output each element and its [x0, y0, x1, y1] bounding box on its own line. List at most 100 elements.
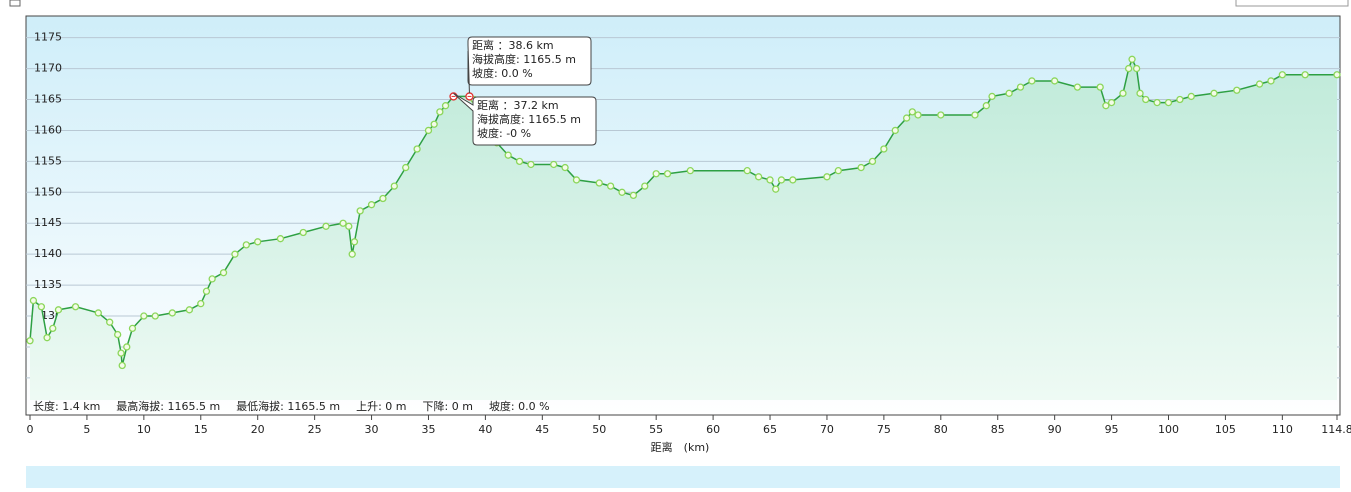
point [914, 111, 922, 119]
stat-text: 最高海拔: 1165.5 m [116, 399, 220, 413]
x-axis-label: 距离 (km) [651, 440, 710, 454]
point [29, 296, 38, 305]
point [572, 176, 581, 184]
point [772, 185, 780, 193]
point [1301, 71, 1309, 79]
point [789, 176, 797, 184]
point [71, 303, 80, 311]
tooltip-text: 坡度: 0.0 % [472, 66, 533, 80]
point [430, 120, 438, 128]
x-tick-label: 80 [934, 423, 948, 436]
point [54, 306, 63, 314]
point [1187, 92, 1195, 101]
point [339, 219, 347, 227]
point [937, 111, 945, 119]
point [857, 163, 865, 172]
point [1176, 95, 1184, 104]
x-tick-label: 40 [478, 423, 492, 436]
point [550, 160, 558, 169]
point [348, 250, 356, 258]
point [390, 182, 398, 190]
point [527, 160, 535, 169]
x-tick-label: 75 [877, 423, 891, 436]
point [208, 275, 216, 283]
point [595, 179, 603, 187]
point [515, 157, 524, 166]
point [1016, 83, 1025, 91]
point [629, 191, 638, 200]
point [823, 173, 831, 181]
point [202, 287, 211, 295]
y-tick-label: 1145 [34, 216, 62, 229]
point [26, 337, 34, 345]
point [276, 235, 285, 243]
point [379, 194, 387, 203]
x-tick-label: 0 [27, 423, 34, 436]
point [743, 167, 751, 175]
point [1128, 55, 1136, 63]
checkbox[interactable] [9, 0, 21, 7]
x-tick-label: 70 [820, 423, 834, 436]
x-tick-label: 35 [421, 423, 435, 436]
point [1096, 83, 1104, 91]
point [561, 163, 569, 172]
point [652, 170, 660, 178]
point [618, 188, 626, 196]
point [988, 92, 996, 101]
point [777, 176, 786, 184]
point [880, 145, 888, 153]
point [891, 126, 899, 135]
point [43, 334, 51, 342]
y-tick-label: 1140 [34, 247, 62, 260]
point [641, 182, 649, 190]
stat-text: 坡度: 0.0 % [489, 399, 550, 413]
y-tick-label: 1135 [34, 278, 62, 291]
point [140, 312, 148, 320]
stat-text: 下降: 0 m [423, 399, 473, 413]
point [123, 343, 131, 351]
point [834, 167, 842, 175]
point [441, 102, 450, 110]
point [114, 330, 122, 339]
point [322, 222, 330, 230]
point [1073, 83, 1082, 91]
x-tick-label: 105 [1215, 423, 1236, 436]
point [1267, 77, 1275, 85]
point [1333, 71, 1341, 79]
tooltip-box [453, 92, 597, 146]
x-tick-label: 110 [1272, 423, 1293, 436]
point [367, 201, 376, 209]
point [504, 151, 512, 159]
x-tick-label: 25 [308, 423, 322, 436]
x-tick-label: 5 [83, 423, 90, 436]
point [356, 207, 364, 215]
point [1028, 77, 1036, 85]
point [117, 349, 125, 357]
stat-text: 最低海拔: 1165.5 m [236, 399, 340, 413]
point [971, 111, 979, 119]
point [908, 108, 916, 116]
point [1102, 102, 1110, 110]
x-tick-label: 50 [592, 423, 606, 436]
point [1142, 95, 1150, 104]
x-tick-label: 100 [1158, 423, 1179, 436]
x-tick-label: 90 [1048, 423, 1062, 436]
point [168, 309, 176, 317]
point [402, 163, 410, 172]
point [663, 170, 672, 178]
point [299, 228, 307, 237]
y-tick-label: 1165 [34, 93, 62, 106]
point [982, 102, 990, 110]
area [30, 59, 1337, 401]
point [197, 300, 205, 308]
point [231, 250, 239, 258]
point [1255, 80, 1264, 88]
point [1164, 98, 1173, 107]
point [424, 126, 433, 135]
y-tick-label: 1150 [34, 185, 62, 198]
tooltip-text: 坡度: -0 % [477, 126, 531, 140]
point [766, 176, 774, 184]
y-tick-label: 1160 [34, 123, 62, 136]
point [106, 318, 114, 326]
